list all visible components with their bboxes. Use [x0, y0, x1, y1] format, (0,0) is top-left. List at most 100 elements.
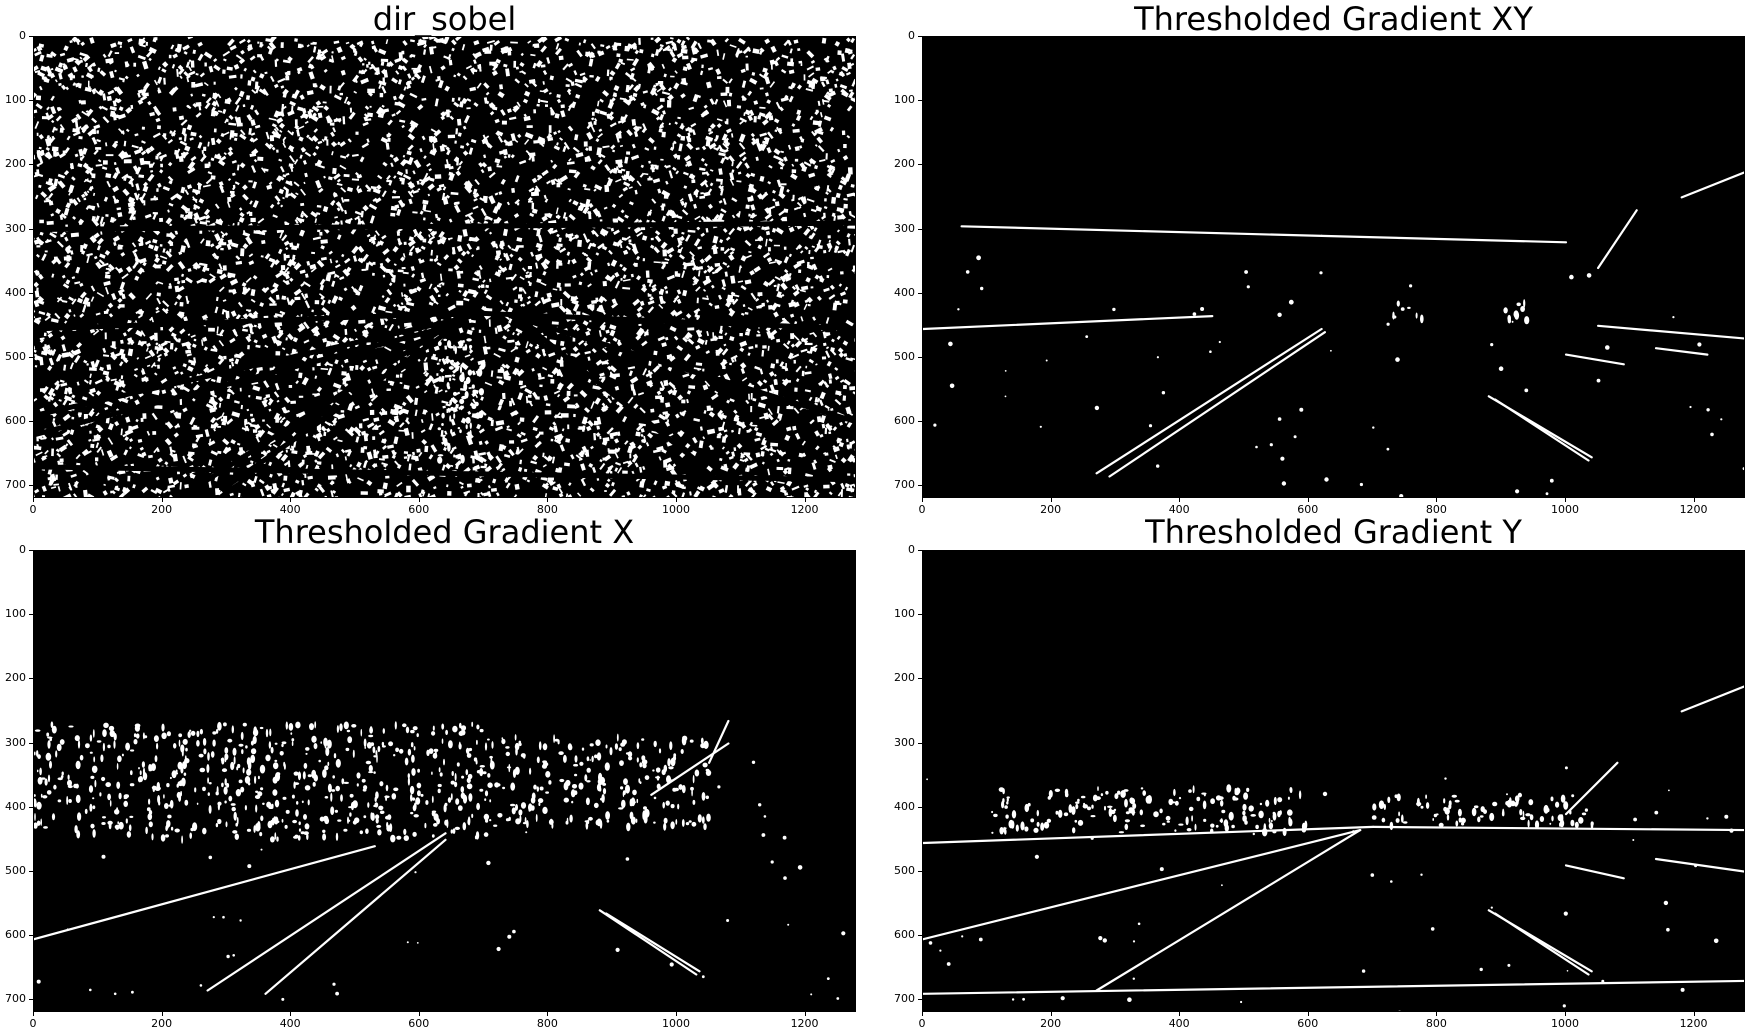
noise-speck	[356, 40, 364, 46]
noise-speck	[631, 470, 635, 475]
noise-speck	[573, 394, 578, 397]
noise-speck	[764, 76, 771, 85]
noise-speck	[714, 390, 719, 394]
noise-speck	[519, 296, 524, 302]
noise-speck	[647, 306, 655, 314]
noise-speck	[340, 55, 346, 61]
noise-speck	[106, 180, 111, 188]
noise-speck	[173, 411, 180, 419]
noise-speck	[86, 362, 89, 366]
noise-speck	[747, 196, 754, 202]
noise-speck	[293, 288, 302, 296]
noise-speck	[484, 465, 493, 473]
noise-speck	[783, 156, 788, 162]
noise-speck	[146, 342, 151, 348]
noise-speck	[789, 48, 793, 54]
noise-speck	[353, 426, 362, 435]
noise-speck	[765, 486, 773, 493]
noise-speck	[312, 434, 318, 439]
noise-speck	[622, 278, 631, 282]
noise-speck	[416, 233, 424, 241]
noise-speck	[38, 149, 45, 157]
noise-speck	[335, 259, 339, 263]
noise-speck	[512, 331, 515, 336]
noise-speck	[668, 253, 673, 258]
noise-speck	[538, 376, 545, 380]
noise-speck	[421, 97, 427, 101]
noise-speck	[149, 317, 153, 321]
noise-speck	[527, 295, 531, 300]
noise-speck	[237, 301, 243, 308]
noise-speck	[466, 98, 472, 102]
noise-speck	[775, 101, 781, 109]
noise-speck	[306, 90, 314, 96]
noise-speck	[830, 349, 837, 356]
noise-speck	[176, 294, 183, 301]
noise-speck	[69, 40, 73, 44]
noise-speck	[834, 398, 842, 406]
noise-speck	[301, 356, 308, 362]
noise-speck	[854, 448, 855, 452]
noise-speck	[698, 440, 704, 449]
noise-speck	[679, 124, 685, 130]
noise-speck	[255, 436, 260, 443]
noise-speck	[168, 54, 172, 59]
noise-speck	[76, 197, 81, 203]
noise-speck	[707, 203, 713, 210]
noise-speck	[411, 478, 420, 487]
noise-speck	[254, 109, 260, 116]
noise-speck	[132, 248, 138, 254]
noise-speck	[410, 54, 416, 58]
noise-speck	[686, 399, 689, 404]
noise-speck	[477, 493, 480, 497]
noise-speck	[113, 218, 117, 222]
noise-speck	[382, 108, 390, 113]
noise-speck	[721, 446, 726, 450]
noise-speck	[460, 485, 464, 489]
noise-speck	[406, 85, 410, 90]
noise-speck	[381, 104, 385, 108]
noise-speck	[246, 408, 250, 412]
noise-speck	[750, 213, 756, 219]
noise-speck	[401, 401, 407, 407]
noise-speck	[654, 37, 662, 44]
noise-speck	[809, 232, 816, 240]
noise-speck	[84, 169, 91, 175]
noise-speck	[624, 440, 629, 445]
noise-speck	[560, 413, 569, 418]
noise-speck	[595, 359, 603, 366]
noise-speck	[117, 113, 126, 120]
noise-speck	[316, 212, 321, 216]
noise-speck	[299, 94, 305, 101]
noise-speck	[69, 162, 75, 170]
noise-speck	[706, 265, 714, 273]
noise-speck	[279, 419, 284, 424]
noise-speck	[388, 179, 393, 186]
noise-speck	[273, 128, 280, 136]
noise-speck	[714, 304, 720, 310]
noise-speck	[499, 300, 504, 305]
noise-speck	[418, 493, 423, 497]
noise-speck	[705, 350, 711, 355]
noise-speck	[466, 436, 474, 446]
noise-speck	[590, 165, 596, 171]
noise-speck	[786, 188, 790, 193]
noise-speck	[142, 185, 149, 193]
noise-speck	[561, 428, 565, 432]
noise-speck	[716, 76, 722, 80]
noise-speck	[135, 329, 144, 337]
noise-speck	[478, 451, 486, 456]
noise-speck	[519, 459, 523, 465]
noise-speck	[652, 89, 658, 97]
noise-speck	[290, 400, 296, 404]
noise-speck	[381, 190, 387, 198]
noise-speck	[282, 186, 290, 192]
noise-speck	[709, 38, 717, 47]
noise-speck	[349, 464, 353, 468]
noise-speck	[501, 363, 507, 369]
noise-speck	[311, 135, 319, 143]
noise-speck	[42, 386, 49, 394]
noise-speck	[43, 199, 52, 203]
noise-speck	[103, 310, 109, 314]
noise-speck	[757, 292, 762, 297]
